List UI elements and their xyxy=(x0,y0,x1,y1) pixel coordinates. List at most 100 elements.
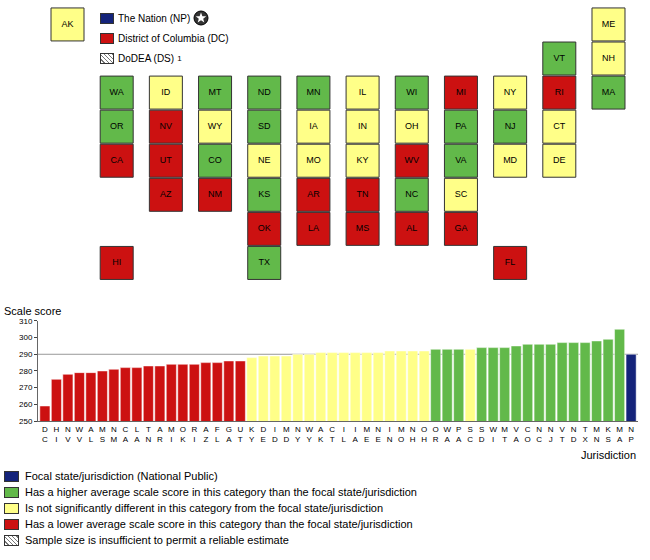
svg-text:OK: OK xyxy=(258,223,271,233)
svg-text:WA: WA xyxy=(443,425,451,444)
svg-text:AR: AR xyxy=(307,189,320,199)
svg-text:270: 270 xyxy=(19,383,33,392)
svg-text:IN: IN xyxy=(358,121,367,131)
svg-text:TX: TX xyxy=(582,425,588,444)
svg-text:310: 310 xyxy=(19,317,33,326)
svg-text:NH: NH xyxy=(602,53,615,63)
svg-text:TN: TN xyxy=(357,189,369,199)
svg-text:AL: AL xyxy=(406,223,417,233)
svg-text:TX: TX xyxy=(258,257,270,267)
svg-text:NC: NC xyxy=(536,425,542,444)
svg-text:DE: DE xyxy=(260,425,266,444)
svg-text:CA: CA xyxy=(110,155,123,165)
svg-text:250: 250 xyxy=(19,417,33,426)
svg-text:VA: VA xyxy=(513,425,519,444)
svg-text:SC: SC xyxy=(455,189,468,199)
svg-text:FL: FL xyxy=(215,425,220,444)
svg-text:Jurisdiction: Jurisdiction xyxy=(581,449,636,461)
svg-text:290: 290 xyxy=(19,350,33,359)
svg-text:NV: NV xyxy=(65,425,71,444)
svg-text:MI: MI xyxy=(456,87,466,97)
svg-text:DE: DE xyxy=(553,155,566,165)
svg-text:IA: IA xyxy=(309,121,318,131)
svg-text:CO: CO xyxy=(208,155,222,165)
svg-text:NC: NC xyxy=(405,189,418,199)
svg-text:FL: FL xyxy=(505,257,516,267)
svg-text:RI: RI xyxy=(555,87,564,97)
svg-text:OH: OH xyxy=(405,121,419,131)
svg-text:ME: ME xyxy=(363,425,370,444)
svg-text:LA: LA xyxy=(308,223,319,233)
svg-text:MD: MD xyxy=(503,155,517,165)
svg-text:IL: IL xyxy=(359,87,367,97)
svg-text:HI: HI xyxy=(112,257,121,267)
svg-text:WV: WV xyxy=(76,425,84,444)
svg-text:ID: ID xyxy=(272,425,278,444)
svg-text:CT: CT xyxy=(329,425,335,444)
svg-text:AK: AK xyxy=(62,19,74,29)
svg-text:KS: KS xyxy=(258,189,270,199)
svg-text:MS: MS xyxy=(356,223,370,233)
svg-text:MD: MD xyxy=(283,425,290,444)
svg-text:ID: ID xyxy=(161,87,171,97)
svg-text:MA: MA xyxy=(616,425,623,444)
svg-text:PA: PA xyxy=(456,425,462,444)
svg-text:HI: HI xyxy=(53,425,59,444)
svg-text:WY: WY xyxy=(305,425,313,444)
svg-text:UT: UT xyxy=(160,155,172,165)
svg-text:NE: NE xyxy=(375,425,381,444)
svg-text:MT: MT xyxy=(501,425,508,444)
svg-text:ND: ND xyxy=(571,425,577,444)
svg-text:WV: WV xyxy=(405,155,420,165)
svg-text:MO: MO xyxy=(306,155,321,165)
svg-text:SD: SD xyxy=(258,121,271,131)
svg-text:ND: ND xyxy=(258,87,271,97)
svg-text:NE: NE xyxy=(258,155,271,165)
svg-text:MT: MT xyxy=(209,87,222,97)
svg-text:OR: OR xyxy=(433,425,439,444)
svg-text:CO: CO xyxy=(525,425,531,444)
svg-text:IL: IL xyxy=(342,425,347,444)
svg-text:GA: GA xyxy=(454,223,467,233)
svg-text:NY: NY xyxy=(504,87,517,97)
svg-text:LA: LA xyxy=(134,425,140,444)
svg-text:MO: MO xyxy=(398,425,405,444)
svg-text:MN: MN xyxy=(593,425,600,444)
svg-text:NH: NH xyxy=(410,425,416,444)
svg-text:WY: WY xyxy=(208,121,223,131)
svg-text:AZ: AZ xyxy=(160,189,172,199)
svg-text:VT: VT xyxy=(559,425,565,444)
svg-text:DC: DC xyxy=(42,425,48,444)
svg-text:OK: OK xyxy=(180,425,186,444)
svg-text:WI: WI xyxy=(406,87,417,97)
svg-text:OH: OH xyxy=(421,425,427,444)
svg-text:AK: AK xyxy=(318,425,324,444)
svg-text:AL: AL xyxy=(88,425,94,444)
svg-text:MA: MA xyxy=(602,87,616,97)
svg-text:KS: KS xyxy=(605,425,611,444)
svg-text:AZ: AZ xyxy=(203,425,209,444)
svg-text:MN: MN xyxy=(306,87,320,97)
svg-text:SC: SC xyxy=(467,425,473,444)
svg-text:PA: PA xyxy=(455,121,466,131)
svg-text:MS: MS xyxy=(99,425,106,444)
svg-text:280: 280 xyxy=(19,367,33,376)
svg-text:AR: AR xyxy=(157,425,163,444)
svg-text:ME: ME xyxy=(602,19,616,29)
svg-text:NM: NM xyxy=(208,189,222,199)
svg-text:IN: IN xyxy=(387,425,393,444)
svg-text:NJ: NJ xyxy=(505,121,516,131)
svg-text:260: 260 xyxy=(19,400,33,409)
svg-text:NP: NP xyxy=(628,425,634,444)
svg-text:NJ: NJ xyxy=(548,425,554,444)
svg-text:IA: IA xyxy=(353,425,359,444)
svg-text:Scale score: Scale score xyxy=(4,305,61,317)
svg-text:WA: WA xyxy=(110,87,124,97)
svg-text:NM: NM xyxy=(111,425,118,444)
svg-text:MI: MI xyxy=(168,425,175,444)
svg-text:KY: KY xyxy=(249,425,255,444)
svg-text:300: 300 xyxy=(19,333,33,342)
svg-text:OR: OR xyxy=(110,121,124,131)
svg-text:SD: SD xyxy=(479,425,485,444)
svg-text:VA: VA xyxy=(455,155,466,165)
